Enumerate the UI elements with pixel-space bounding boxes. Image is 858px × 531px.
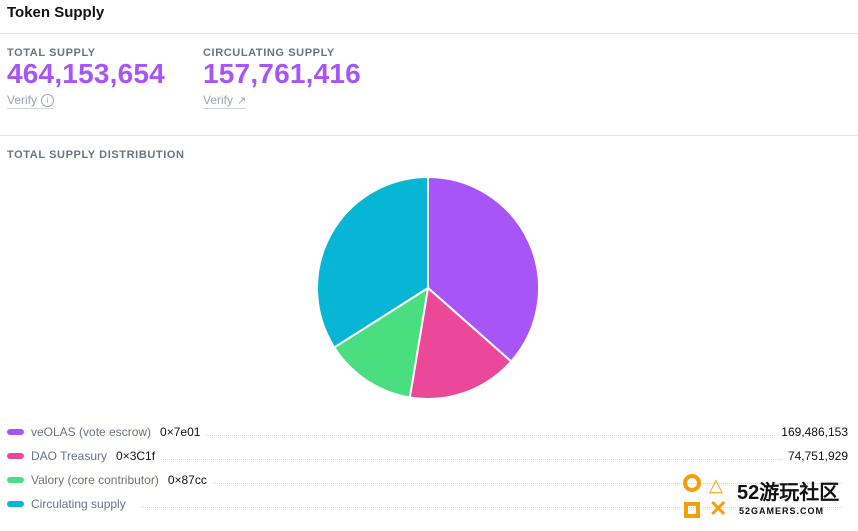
legend-address-link[interactable]: 0×7e01 xyxy=(160,425,201,439)
circulating-supply-value: 157,761,416 xyxy=(203,58,361,89)
legend-leader-dots xyxy=(206,434,776,436)
pie-slice-4[interactable] xyxy=(316,176,429,349)
legend-swatch xyxy=(7,453,24,459)
legend-row: DAO Treasury 0×3C1f 74,751,929 xyxy=(7,444,848,468)
watermark-logo: △ ✕ 52游玩社区 52GAMERS.COM xyxy=(683,470,853,526)
pie-slice-3[interactable] xyxy=(332,285,430,399)
pie-slice-2[interactable] xyxy=(408,286,513,400)
legend-swatch xyxy=(7,501,24,507)
legend-value: 169,486,153 xyxy=(781,425,848,439)
stats-panel: TOTAL SUPPLY 464,153,654 Verify i CIRCUL… xyxy=(0,34,858,136)
page-title: Token Supply xyxy=(7,4,105,21)
legend-swatch xyxy=(7,477,24,483)
legend-address-link[interactable]: 0×3C1f xyxy=(116,449,156,463)
verify-circulating-link[interactable]: Verify ↗ xyxy=(203,93,247,109)
info-icon: i xyxy=(41,93,55,107)
legend-name: Valory (core contributor) xyxy=(31,473,159,487)
watermark-brand: 52游玩社区 xyxy=(737,482,840,504)
verify-circulating-label: Verify xyxy=(203,93,234,107)
total-supply-value: 464,153,654 xyxy=(7,58,165,89)
total-supply-label: TOTAL SUPPLY xyxy=(7,47,96,59)
legend-leader-dots xyxy=(212,482,842,484)
arrow-up-right-icon: ↗ xyxy=(237,94,247,107)
circulating-supply-label: CIRCULATING SUPPLY xyxy=(203,47,335,59)
legend-value: 74,751,929 xyxy=(787,449,848,463)
legend-leader-dots xyxy=(140,506,842,508)
pie-slice-1[interactable] xyxy=(427,176,540,363)
legend-leader-dots xyxy=(161,458,782,460)
verify-total-label: Verify xyxy=(7,93,38,107)
distribution-title: TOTAL SUPPLY DISTRIBUTION xyxy=(7,149,185,161)
legend-address-link[interactable]: 0×87cc xyxy=(167,473,207,487)
watermark-sub: 52GAMERS.COM xyxy=(739,506,825,516)
verify-total-link[interactable]: Verify i xyxy=(7,93,55,109)
legend-name: DAO Treasury xyxy=(31,449,108,463)
legend-row: Circulating supply xyxy=(7,492,848,516)
supply-pie-chart xyxy=(316,176,540,400)
legend-name: Circulating supply xyxy=(31,497,126,511)
legend-row: veOLAS (vote escrow) 0×7e01 169,486,153 xyxy=(7,420,848,444)
gamepad-symbols-icon: △ ✕ xyxy=(683,474,733,524)
legend-name: veOLAS (vote escrow) xyxy=(31,425,152,439)
header xyxy=(0,0,858,34)
legend: veOLAS (vote escrow) 0×7e01 169,486,153 DAO… xyxy=(7,420,848,516)
legend-swatch xyxy=(7,429,24,435)
legend-row: Valory (core contributor) 0×87cc xyxy=(7,468,848,492)
